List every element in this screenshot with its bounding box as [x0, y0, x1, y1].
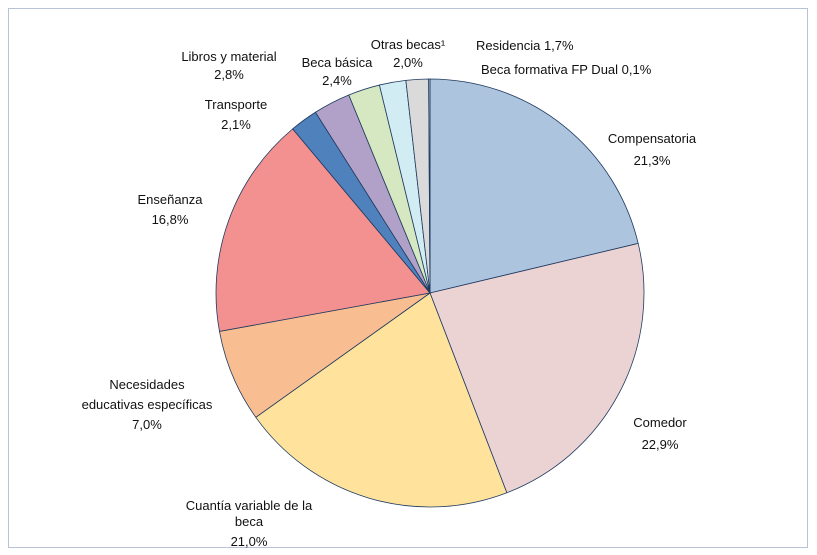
label-transporte: Transporte [205, 97, 267, 112]
label-libros: Libros y material [181, 49, 276, 64]
label-necesidades-line2: educativas específicas [82, 397, 213, 412]
label-compensatoria: Compensatoria [608, 131, 697, 146]
value-beca-basica: 2,4% [322, 73, 352, 88]
slice-labels: Compensatoria 21,3% Comedor 22,9% Cuantí… [82, 37, 697, 549]
value-comedor: 22,9% [642, 437, 679, 452]
label-beca-basica: Beca básica [302, 55, 374, 70]
label-fp-dual: Beca formativa FP Dual 0,1% [481, 62, 652, 77]
label-residencia: Residencia 1,7% [476, 38, 574, 53]
value-transporte: 2,1% [221, 117, 251, 132]
pie-slices [215, 78, 645, 508]
pie-slice-2 [255, 292, 508, 508]
pie-slice-4 [215, 128, 431, 332]
value-libros: 2,8% [214, 67, 244, 82]
pie-slice-0 [429, 78, 639, 294]
value-compensatoria: 21,3% [634, 153, 671, 168]
label-otras-becas: Otras becas¹ [371, 37, 446, 52]
pie-slice-10 [428, 78, 431, 294]
label-necesidades-line1: Necesidades [109, 377, 185, 392]
value-ensenanza: 16,8% [152, 212, 189, 227]
value-cuantia: 21,0% [231, 534, 268, 549]
value-otras-becas: 2,0% [393, 55, 423, 70]
label-cuantia-line1: Cuantía variable de la [186, 498, 313, 513]
pie-slice-1 [429, 242, 645, 494]
label-cuantia-line2: beca [235, 514, 264, 529]
label-ensenanza: Enseñanza [137, 192, 203, 207]
label-comedor: Comedor [633, 415, 687, 430]
value-necesidades: 7,0% [132, 417, 162, 432]
